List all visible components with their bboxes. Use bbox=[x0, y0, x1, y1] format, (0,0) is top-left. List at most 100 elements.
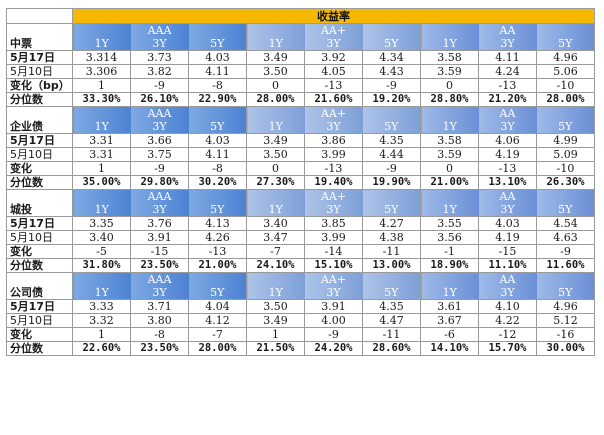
value-cell: 26.30% bbox=[535, 175, 596, 190]
value-cell: -13 bbox=[188, 244, 247, 259]
value-cell: 4.54 bbox=[535, 216, 596, 231]
value-cell: -14 bbox=[304, 244, 363, 259]
rating-label-aa: AA bbox=[478, 106, 537, 120]
value-cell: -9 bbox=[535, 244, 596, 259]
value-cell: -5 bbox=[72, 244, 131, 259]
rating-label-aaa: AAA bbox=[130, 272, 189, 286]
table-row: 5月17日 3.35 3.76 4.13 3.40 3.85 4.27 3.55 4.03 4.5… bbox=[6, 216, 596, 231]
value-cell: 0 bbox=[420, 161, 479, 176]
value-cell: 21.50% bbox=[246, 341, 305, 356]
value-cell: 4.26 bbox=[188, 230, 247, 245]
value-cell: 0 bbox=[420, 78, 479, 93]
value-cell: 4.10 bbox=[478, 299, 537, 314]
table-row: 5月10日 3.306 3.82 4.11 3.50 4.05 4.43 3.59 4.24 5.… bbox=[6, 64, 596, 79]
value-cell: 4.12 bbox=[188, 313, 247, 328]
tenor-header-row: 城投 1Y 3Y 5Y 1Y 3Y 5Y 1Y 3Y 5Y bbox=[6, 203, 596, 217]
value-cell: -6 bbox=[420, 327, 479, 342]
tenor-label: 3Y bbox=[478, 203, 537, 217]
value-cell: 3.40 bbox=[246, 216, 305, 231]
row-label: 分位数 bbox=[6, 258, 73, 273]
value-cell: 3.55 bbox=[420, 216, 479, 231]
section-spacer bbox=[6, 272, 73, 286]
row-label: 5月17日 bbox=[6, 216, 73, 231]
tenor-label: 1Y bbox=[246, 286, 305, 300]
rating-header-fill bbox=[420, 23, 479, 37]
value-cell: 3.75 bbox=[130, 147, 189, 162]
value-cell: 3.76 bbox=[130, 216, 189, 231]
table-row: 5月17日 3.33 3.71 4.04 3.50 3.91 4.35 3.61 4.10 4.9… bbox=[6, 299, 596, 314]
section-name: 企业债 bbox=[6, 120, 73, 134]
rating-header-row: AAA AA+ AA bbox=[6, 189, 596, 203]
row-label: 分位数 bbox=[6, 92, 73, 107]
value-cell: 1 bbox=[72, 327, 131, 342]
tenor-label: 3Y bbox=[478, 286, 537, 300]
row-label: 变化 bbox=[6, 244, 73, 259]
value-cell: -11 bbox=[362, 244, 421, 259]
rating-header-fill bbox=[72, 272, 131, 286]
value-cell: -8 bbox=[188, 161, 247, 176]
value-cell: -7 bbox=[188, 327, 247, 342]
value-cell: 4.22 bbox=[478, 313, 537, 328]
value-cell: 4.13 bbox=[188, 216, 247, 231]
tenor-label: 1Y bbox=[72, 37, 131, 51]
tenor-label: 1Y bbox=[72, 120, 131, 134]
value-cell: 3.80 bbox=[130, 313, 189, 328]
tenor-label: 5Y bbox=[536, 286, 596, 300]
value-cell: 4.04 bbox=[188, 299, 247, 314]
rating-header-fill bbox=[536, 106, 596, 120]
value-cell: 4.34 bbox=[362, 50, 421, 65]
value-cell: 30.20% bbox=[188, 175, 247, 190]
table-row: 5月10日 3.40 3.91 4.26 3.47 3.99 4.38 3.56 4.19 4.6… bbox=[6, 230, 596, 245]
tenor-label: 3Y bbox=[304, 203, 363, 217]
value-cell: 30.00% bbox=[535, 341, 596, 356]
value-cell: 3.61 bbox=[420, 299, 479, 314]
value-cell: 3.32 bbox=[72, 313, 131, 328]
tenor-label: 5Y bbox=[362, 286, 421, 300]
value-cell: -8 bbox=[188, 78, 247, 93]
value-cell: -9 bbox=[130, 78, 189, 93]
value-cell: 4.96 bbox=[535, 50, 596, 65]
value-cell: 3.314 bbox=[72, 50, 131, 65]
value-cell: 1 bbox=[246, 327, 305, 342]
value-cell: -16 bbox=[535, 327, 596, 342]
value-cell: -15 bbox=[130, 244, 189, 259]
section-spacer bbox=[6, 23, 73, 37]
value-cell: 3.66 bbox=[130, 133, 189, 148]
section-spacer bbox=[6, 106, 73, 120]
row-label: 分位数 bbox=[6, 175, 73, 190]
value-cell: 3.92 bbox=[304, 50, 363, 65]
rating-header-row: AAA AA+ AA bbox=[6, 23, 596, 37]
value-cell: 4.05 bbox=[304, 64, 363, 79]
value-cell: 4.19 bbox=[478, 230, 537, 245]
table-row: 5月17日 3.31 3.66 4.03 3.49 3.86 4.35 3.58 4.06 4.9… bbox=[6, 133, 596, 148]
value-cell: 4.03 bbox=[188, 133, 247, 148]
value-cell: 3.33 bbox=[72, 299, 131, 314]
value-cell: 3.99 bbox=[304, 147, 363, 162]
rating-label-aa-plus: AA+ bbox=[304, 189, 363, 203]
value-cell: 3.99 bbox=[304, 230, 363, 245]
tenor-label: 5Y bbox=[536, 203, 596, 217]
row-label: 5月10日 bbox=[6, 64, 73, 79]
tenor-label: 1Y bbox=[246, 37, 305, 51]
tenor-label: 5Y bbox=[362, 37, 421, 51]
value-cell: 21.20% bbox=[478, 92, 537, 107]
table-row: 变化 1 -8 -7 1 -9 -11 -6 -12 -16 bbox=[6, 327, 596, 342]
value-cell: -11 bbox=[362, 327, 421, 342]
value-cell: 3.50 bbox=[246, 147, 305, 162]
value-cell: 29.80% bbox=[130, 175, 189, 190]
value-cell: 21.60% bbox=[304, 92, 363, 107]
section-name: 城投 bbox=[6, 203, 73, 217]
value-cell: -15 bbox=[478, 244, 537, 259]
row-label: 5月10日 bbox=[6, 147, 73, 162]
rating-label-aa-plus: AA+ bbox=[304, 272, 363, 286]
value-cell: 19.90% bbox=[362, 175, 421, 190]
value-cell: 4.06 bbox=[478, 133, 537, 148]
value-cell: 3.91 bbox=[130, 230, 189, 245]
value-cell: 4.44 bbox=[362, 147, 421, 162]
value-cell: 3.47 bbox=[246, 230, 305, 245]
row-label: 变化（bp） bbox=[6, 78, 73, 93]
tenor-label: 3Y bbox=[304, 37, 363, 51]
tenor-label: 3Y bbox=[478, 37, 537, 51]
value-cell: 14.10% bbox=[420, 341, 479, 356]
value-cell: 3.31 bbox=[72, 147, 131, 162]
